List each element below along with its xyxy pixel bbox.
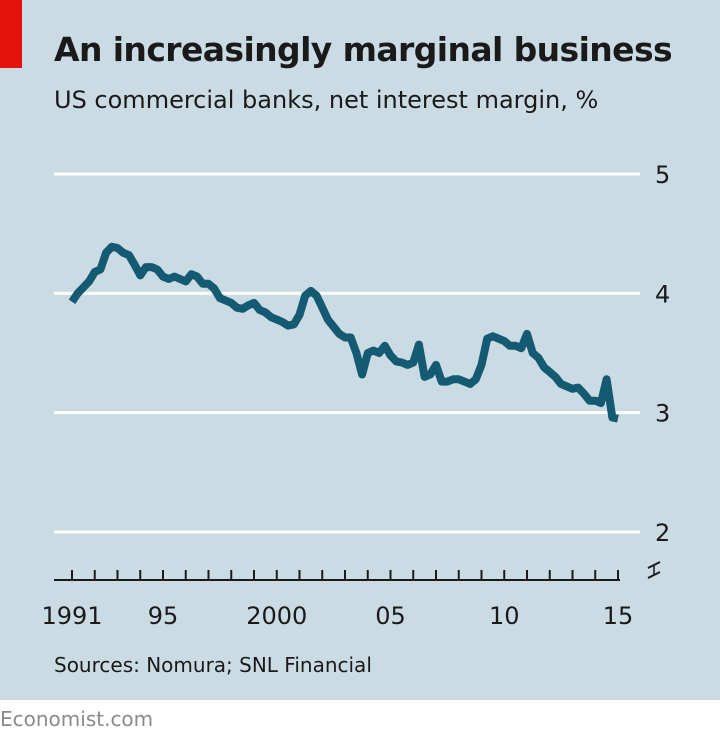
x-axis [54,561,661,581]
source-note: Sources: Nomura; SNL Financial [54,653,372,677]
axis-break-icon [647,561,661,579]
x-tick-label-1991: 1991 [41,602,102,630]
x-tick-label-2010: 10 [489,602,520,630]
chart-title: An increasingly marginal business [54,30,673,69]
brand-red-tab [0,0,22,68]
x-tick-label-1995: 95 [148,602,179,630]
series-line-0 [68,242,619,423]
x-tick-label-2015: 15 [603,602,634,630]
y-tick-label-2: 2 [655,519,670,547]
y-tick-label-5: 5 [655,161,670,189]
x-axis-labels: 1991 95 2000 05 10 15 [41,602,633,630]
y-axis-labels: 5 4 3 2 [655,161,670,547]
x-tick-label-2005: 05 [375,602,406,630]
chart-subtitle: US commercial banks, net interest margin… [54,86,599,114]
y-tick-label-4: 4 [655,280,670,308]
x-tick-label-2000: 2000 [246,602,307,630]
line-chart: 5 4 3 2 1991 95 2000 05 10 15 [41,161,670,630]
y-tick-label-3: 3 [655,400,670,428]
series-layer [68,242,619,423]
gridlines [54,172,640,534]
chart-panel: An increasingly marginal business US com… [0,0,720,700]
economist-brand: Economist.com [0,707,154,731]
